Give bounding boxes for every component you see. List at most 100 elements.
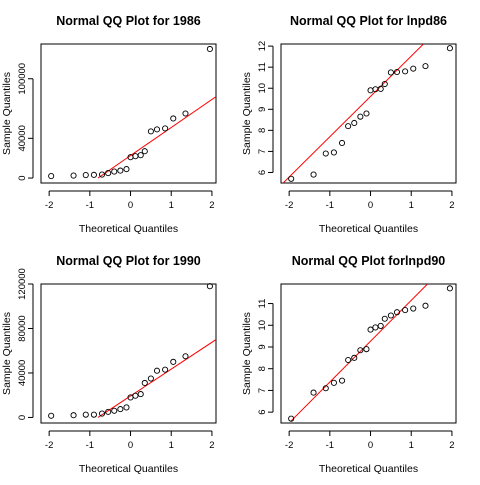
y-tick-label: 80000 [17,315,28,341]
y-tick-label: 40000 [17,360,28,386]
data-point [330,149,337,156]
y-tick-label: 9 [257,107,268,112]
data-point [422,63,429,70]
data-point [82,172,89,179]
y-axis-title: Sample Quantiles [241,312,253,395]
chart-title: Normal QQ Plot for 1986 [56,14,201,28]
data-point [132,153,139,160]
x-axis: -2 -1 0 1 2 [285,430,455,451]
y-tick-label: 6 [257,409,268,414]
data-point [446,45,453,52]
x-tick-label: 2 [449,440,454,451]
x-tick-label: 1 [169,200,174,211]
y-axis: 6 7 8 9 10 11 [257,299,274,415]
data-point [90,171,97,178]
x-tick-label: -1 [86,440,94,451]
chart-title: Normal QQ Plot for lnpd86 [290,14,447,28]
data-point [82,411,89,418]
x-tick-label: -2 [45,440,53,451]
data-point [182,110,189,117]
qq-panel-1: Normal QQ Plot for 1986 -2 -1 0 1 2 Theoretica… [1,14,217,235]
x-tick-label: 1 [409,440,414,451]
y-tick-label: 8 [257,366,268,371]
y-tick-label: 100000 [17,63,28,95]
data-points [288,45,453,182]
x-tick-label: 0 [368,200,373,211]
qq-reference-line [97,96,216,179]
data-points [48,283,213,419]
qq-panel-3: Normal QQ Plot for 1990 -2 -1 0 1 2 Theoretica… [1,254,217,475]
y-axis-title: Sample Quantiles [1,72,13,155]
data-point [402,68,409,75]
data-point [338,139,346,147]
x-tick-label: 2 [449,200,454,211]
data-point [123,404,130,411]
data-point [141,379,148,387]
data-point [377,322,384,329]
data-point [410,65,417,72]
data-point [98,410,106,417]
chart-title: Normal QQ Plot for 1990 [56,254,201,268]
data-point [422,302,429,309]
data-point [345,356,352,364]
y-tick-label: 7 [257,149,268,154]
data-point [170,358,177,365]
y-axis: 0 40000 80000 120000 [17,268,34,420]
x-tick-label: 0 [128,440,133,451]
data-points [288,285,453,422]
data-point [367,87,374,94]
y-tick-label: 9 [257,344,268,349]
y-tick-label: 10 [257,83,268,94]
plot-frame [40,283,217,424]
data-point [393,68,401,76]
x-axis-title: Theoretical Quantiles [319,463,418,475]
data-point [322,385,329,392]
y-tick-label: 0 [17,415,28,420]
data-point [111,407,118,414]
data-point [147,375,154,382]
data-points [48,45,213,180]
data-point [402,307,409,314]
chart-title: Normal QQ Plot forlnpd90 [292,254,446,268]
x-tick-label: -2 [45,200,53,211]
data-point [48,412,55,419]
data-point [345,123,352,130]
y-tick-label: 11 [257,299,268,309]
data-point [363,346,370,353]
y-axis: 6 7 8 9 10 11 12 [257,41,274,175]
data-point [387,312,394,319]
x-tick-label: 0 [368,440,373,451]
data-point [367,326,374,333]
data-point [137,152,144,159]
data-point [162,366,169,373]
qq-reference-line [282,44,424,183]
qq-reference-line [97,339,216,418]
data-point [310,389,317,396]
data-point [310,171,317,178]
data-point [98,171,106,178]
data-point [377,85,384,92]
data-point [288,415,295,422]
data-point [351,119,358,127]
data-point [372,324,379,331]
qq-panel-4: Normal QQ Plot forlnpd90 -2 -1 0 1 2 Theoretic… [241,254,457,475]
data-point [141,148,148,155]
data-point [322,150,329,157]
y-tick-label: 11 [257,62,268,72]
plot-frame [40,43,217,184]
x-axis-title: Theoretical Quantiles [79,463,178,475]
x-tick-label: 2 [209,440,214,451]
qq-panel-2: Normal QQ Plot for lnpd86-2 -1 0 1 2Theoreti… [241,14,457,235]
data-point [288,175,295,182]
y-axis-title: Sample Quantiles [1,312,13,395]
data-point [111,168,118,175]
x-tick-label: -1 [326,440,334,451]
data-point [363,110,370,117]
x-tick-label: -2 [285,200,293,211]
y-tick-label: 12 [257,41,268,52]
data-point [117,406,124,413]
data-point [70,412,77,419]
y-tick-label: 6 [257,170,268,175]
